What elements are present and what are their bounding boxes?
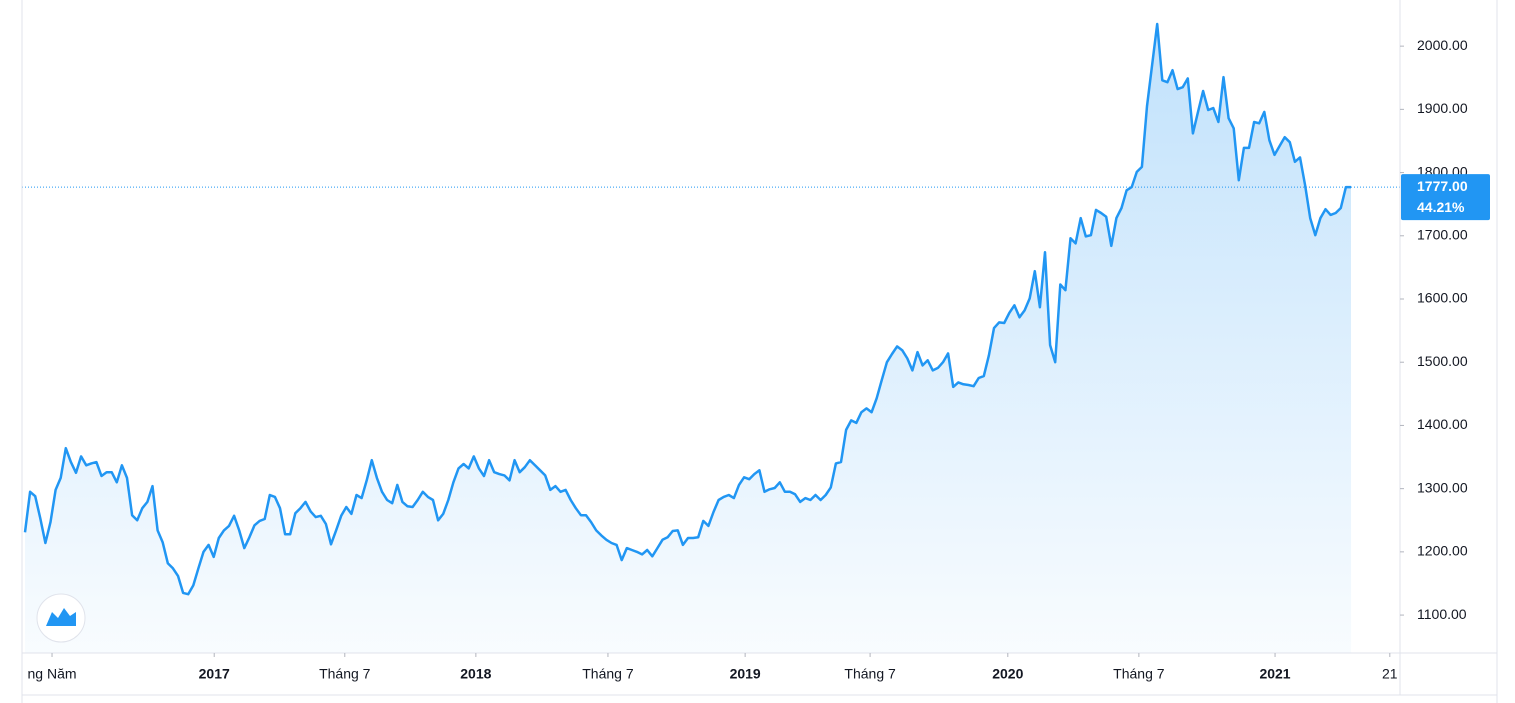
y-tick-label: 2000.00 bbox=[1417, 37, 1468, 53]
x-tick-label: Tháng 7 bbox=[1113, 666, 1165, 682]
change-label: 44.21% bbox=[1417, 199, 1465, 215]
logo[interactable] bbox=[36, 593, 86, 643]
x-tick-label: ng Năm bbox=[28, 666, 77, 682]
x-tick-label: 2021 bbox=[1259, 666, 1290, 682]
x-tick-label: Tháng 7 bbox=[582, 666, 634, 682]
last-price-box bbox=[1401, 174, 1490, 221]
y-tick-label: 1700.00 bbox=[1417, 226, 1468, 242]
y-tick-label: 1200.00 bbox=[1417, 543, 1468, 559]
y-tick-label: 1400.00 bbox=[1417, 416, 1468, 432]
logo-icon[interactable] bbox=[46, 608, 76, 626]
x-tick-label: Tháng 7 bbox=[319, 666, 371, 682]
price-line bbox=[23, 22, 1351, 596]
x-tick-label: 2020 bbox=[992, 666, 1023, 682]
plot-area bbox=[22, 22, 1400, 653]
last-price-label: 1777.00 bbox=[1417, 178, 1468, 194]
x-tick-label: 2018 bbox=[460, 666, 491, 682]
x-tick-label: 21 bbox=[1382, 666, 1398, 682]
y-tick-label: 1900.00 bbox=[1417, 100, 1468, 116]
y-tick-label: 1300.00 bbox=[1417, 479, 1468, 495]
x-tick-label: 2017 bbox=[199, 666, 230, 682]
axes: 1100.00 1200.00 1300.00 1400.00 1500.00 1600.… bbox=[28, 37, 1490, 682]
x-tick-label: Tháng 7 bbox=[844, 666, 896, 682]
y-tick-label: 1500.00 bbox=[1417, 353, 1468, 369]
y-tick-label: 1100.00 bbox=[1417, 606, 1467, 622]
y-tick-label: 1600.00 bbox=[1417, 290, 1468, 306]
x-tick-label: 2019 bbox=[730, 666, 761, 682]
